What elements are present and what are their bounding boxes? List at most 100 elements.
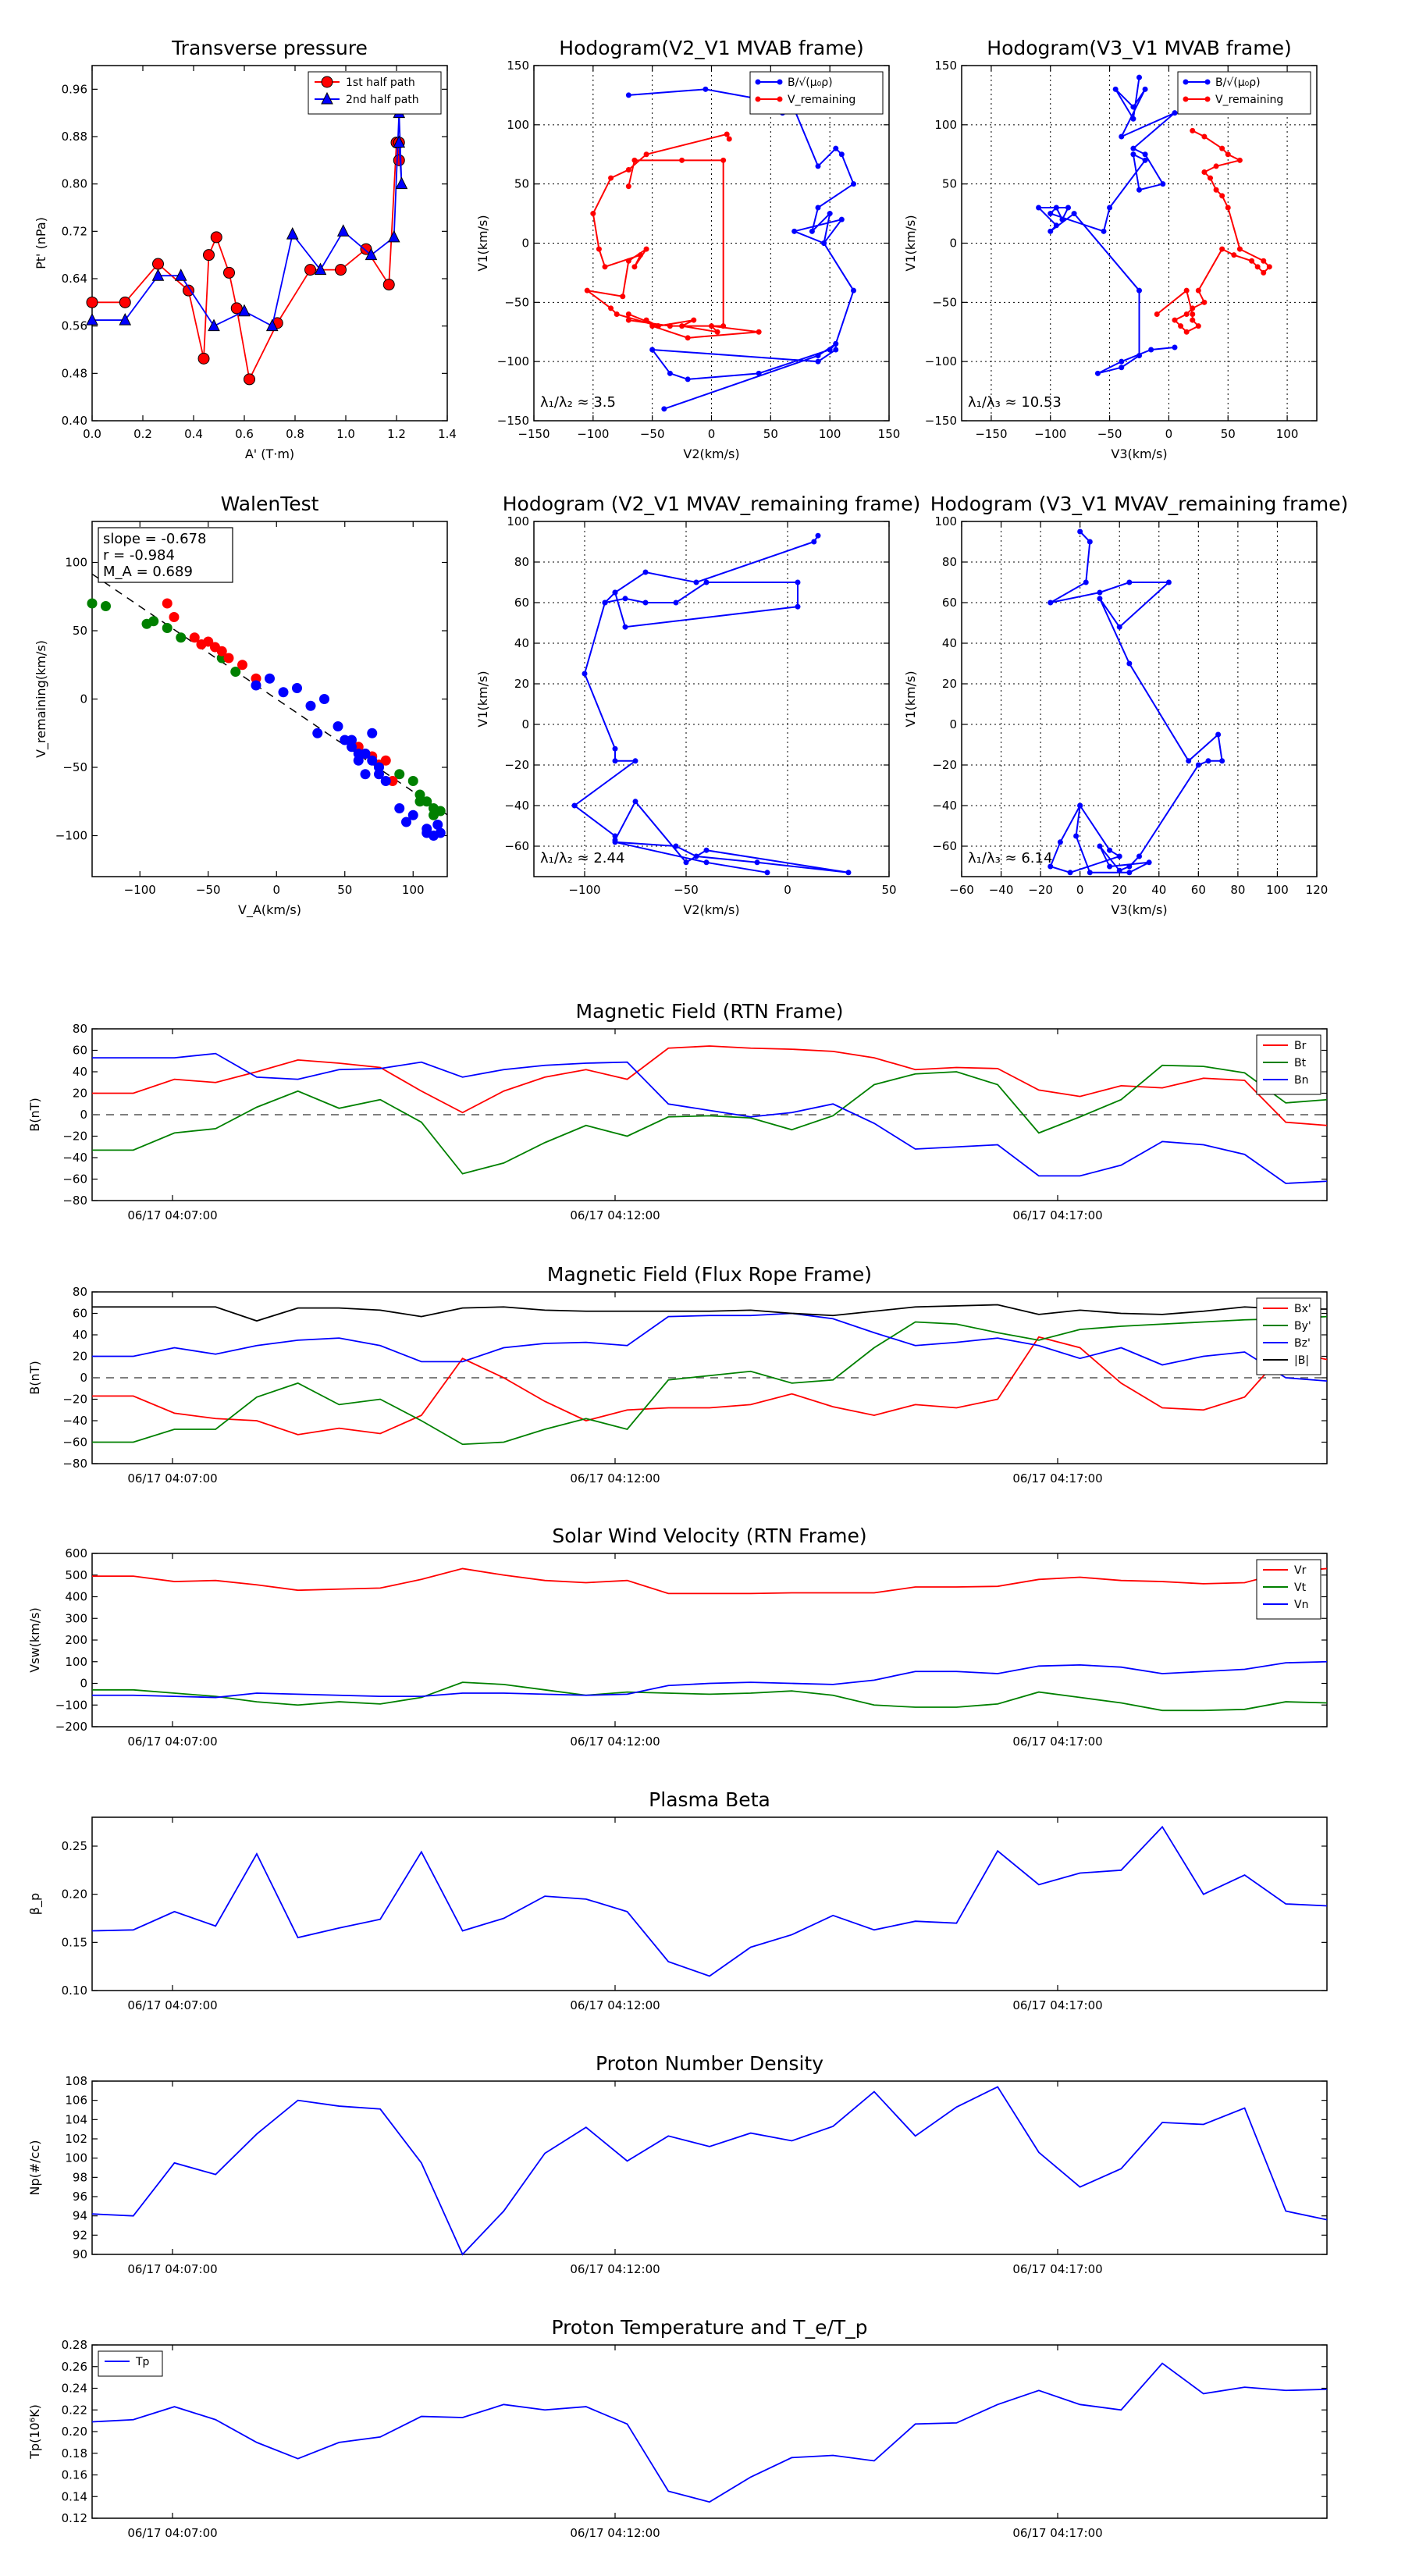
x-tick-label: 120 — [1306, 883, 1329, 897]
legend-marker — [321, 91, 333, 105]
y-tick-label: 150 — [507, 59, 529, 73]
scatter-point-blue — [432, 820, 443, 830]
data-point — [809, 228, 815, 234]
x-tick-label: 06/17 04:12:00 — [570, 1998, 660, 2012]
series-line — [628, 88, 855, 410]
data-point — [1142, 157, 1148, 163]
y-tick-label: 0.14 — [62, 2489, 87, 2503]
x-tick-label: −40 — [989, 883, 1014, 897]
data-point — [1048, 600, 1054, 606]
chart-title: Transverse pressure — [171, 37, 368, 59]
x-tick-label: 1.4 — [438, 427, 457, 441]
data-point — [833, 347, 839, 353]
eigenvalue-ratio: λ₁/λ₃ ≈ 6.14 — [968, 850, 1052, 866]
x-tick-label: −50 — [196, 883, 221, 897]
data-point — [1119, 358, 1125, 365]
data-point — [643, 317, 649, 323]
data-point — [1097, 843, 1103, 849]
series-line-B — [92, 1304, 1327, 1322]
x-tick-label: −100 — [124, 883, 156, 897]
data-point — [608, 305, 614, 311]
y-tick-label: −80 — [62, 1194, 87, 1208]
data-point — [1195, 287, 1201, 294]
x-tick-label: 06/17 04:12:00 — [570, 1471, 660, 1485]
data-point — [1094, 370, 1101, 376]
legend-marker — [777, 96, 783, 102]
scatter-point-red — [237, 660, 247, 671]
legend-marker — [1183, 96, 1189, 102]
data-point — [673, 600, 679, 606]
data-point — [838, 216, 845, 222]
y-tick-label: −20 — [504, 758, 529, 772]
y-tick-label: −60 — [62, 1436, 87, 1450]
data-marker — [314, 262, 327, 276]
data-point — [620, 294, 626, 300]
chart-beta: Plasma Beta 0.10 0.15 0.20 0.25 06/17 04:07:0… — [27, 1788, 1328, 2012]
data-point — [1136, 74, 1142, 80]
x-tick-label: −50 — [674, 883, 699, 897]
data-point — [590, 211, 596, 217]
y-tick-label: 94 — [73, 2209, 87, 2223]
x-tick-label: 100 — [1276, 427, 1299, 441]
legend-label: V_remaining — [788, 94, 855, 106]
chart-title: Hodogram (V2_V1 MVAV_remaining frame) — [503, 493, 921, 515]
data-point — [1036, 205, 1042, 211]
data-point — [811, 539, 817, 545]
plot-frame — [533, 521, 890, 877]
y-tick-label: −60 — [932, 839, 957, 853]
data-point — [1107, 863, 1113, 870]
x-tick-label: 06/17 04:17:00 — [1012, 1735, 1102, 1749]
data-point — [1136, 287, 1142, 294]
chart-mag_flux: Magnetic Field (Flux Rope Frame) −80 −60 −4… — [27, 1263, 1328, 1485]
y-tick-label: −100 — [55, 1698, 87, 1712]
scatter-point-red — [216, 646, 227, 656]
y-tick-label: 0.20 — [62, 1888, 87, 1902]
stats-line: slope = -0.678 — [103, 531, 206, 547]
scatter-point-blue — [435, 827, 446, 838]
data-point — [726, 136, 732, 142]
data-point — [1048, 228, 1054, 234]
data-point — [1067, 870, 1073, 876]
data-point — [1249, 258, 1255, 264]
y-tick-label: 100 — [934, 118, 957, 132]
x-tick-label: 0.4 — [184, 427, 203, 441]
x-tick-label: 06/17 04:07:00 — [127, 1471, 217, 1485]
scatter-point-red — [203, 636, 214, 647]
scatter-point-blue — [278, 687, 289, 698]
y-tick-label: 60 — [514, 596, 529, 610]
data-point — [584, 287, 590, 294]
data-point — [1073, 833, 1080, 839]
legend-label: By' — [1294, 1320, 1311, 1332]
scatter-point-green — [87, 598, 98, 609]
x-tick-label: 06/17 04:07:00 — [127, 1735, 217, 1749]
chart-title: Hodogram(V3_V1 MVAB frame) — [987, 37, 1291, 59]
data-point — [720, 323, 727, 329]
data-point — [724, 131, 730, 137]
x-axis-label: V2(km/s) — [683, 902, 739, 917]
y-tick-label: −40 — [62, 1414, 87, 1428]
legend-box — [1256, 1034, 1321, 1095]
series-line-Np — [91, 2086, 1328, 2256]
data-marker — [393, 135, 406, 148]
data-point — [649, 347, 656, 353]
y-tick-label: 104 — [65, 2112, 87, 2126]
x-tick-label: 0.6 — [235, 427, 254, 441]
chart-hodo_v3v1_mvav: Hodogram (V3_V1 MVAV_remaining frame) −60… — [903, 493, 1348, 917]
data-marker — [335, 264, 347, 276]
y-tick-label: 0.48 — [62, 366, 87, 380]
x-tick-label: −20 — [1028, 883, 1053, 897]
legend-marker — [321, 76, 333, 88]
data-point — [1136, 353, 1142, 359]
series-line-Vn — [92, 1660, 1328, 1699]
x-tick-label: 06/17 04:07:00 — [127, 2262, 217, 2276]
data-point — [685, 376, 691, 382]
data-point — [582, 671, 588, 677]
data-marker — [387, 229, 400, 243]
data-point — [1126, 870, 1133, 876]
y-tick-label: 0.88 — [62, 130, 87, 144]
y-tick-label: 0.16 — [62, 2468, 87, 2482]
y-tick-label: 0.40 — [62, 414, 87, 428]
scatter-point-green — [394, 769, 405, 780]
data-point — [1236, 246, 1243, 252]
series-line — [573, 535, 849, 873]
